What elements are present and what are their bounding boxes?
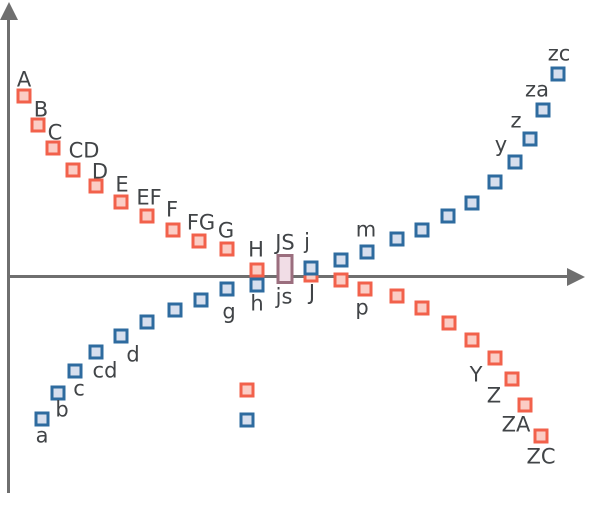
point-label-H: H <box>248 237 264 262</box>
lower-ascending-blue-point-za <box>535 102 551 118</box>
lower-ascending-blue-point-m <box>359 244 375 260</box>
point-label-Z: Z <box>486 383 502 408</box>
upper-descending-red-point-H <box>249 262 265 278</box>
point-label-G: G <box>217 218 235 243</box>
lower-ascending-blue-point-z <box>522 131 538 147</box>
point-label-J: J <box>308 280 316 305</box>
point-label-g: g <box>222 299 236 324</box>
y-axis-arrow-icon <box>0 2 18 20</box>
point-label-ZC: ZC <box>526 444 556 469</box>
upper-descending-red-point-ZA <box>517 397 533 413</box>
upper-descending-red-point-G <box>219 241 235 257</box>
lower-ascending-blue-point <box>414 222 430 238</box>
upper-descending-red-point <box>464 332 480 348</box>
upper-descending-red-point-F <box>165 222 181 238</box>
point-label-D: D <box>91 159 109 184</box>
lower-ascending-blue-point <box>139 314 155 330</box>
upper-descending-red-point-A <box>16 88 32 104</box>
upper-descending-red-point-D <box>88 178 104 194</box>
lower-ascending-blue-point <box>464 195 480 211</box>
lower-ascending-blue-point-a <box>34 411 50 427</box>
point-label-c: c <box>73 376 85 401</box>
point-label-j: j <box>304 229 310 254</box>
upper-descending-red-point <box>414 300 430 316</box>
point-label-y: y <box>494 132 508 157</box>
lower-ascending-blue-point-h <box>249 277 265 293</box>
upper-descending-red-point <box>441 315 457 331</box>
upper-descending-red-point-CD <box>65 162 81 178</box>
upper-descending-red-point-EF <box>139 208 155 224</box>
point-label-FG: FG <box>186 210 216 235</box>
lower-ascending-blue-point <box>487 174 503 190</box>
lower-ascending-blue-point <box>333 252 349 268</box>
point-label-ZA: ZA <box>501 412 531 437</box>
point-label-B: B <box>33 97 49 122</box>
upper-descending-red-point-p <box>357 281 373 297</box>
red-swatch <box>239 382 255 398</box>
upper-descending-red-point-C <box>45 140 61 156</box>
upper-descending-red-point <box>389 288 405 304</box>
point-label-JS: JS <box>275 230 295 255</box>
point-label-cd: cd <box>92 358 118 383</box>
upper-descending-red-point-E <box>113 194 129 210</box>
y-axis <box>7 16 10 493</box>
x-axis-arrow-icon <box>567 268 585 286</box>
upper-descending-red-point-Z <box>504 371 520 387</box>
point-label-F: F <box>165 197 179 222</box>
point-label-CD: CD <box>68 138 100 163</box>
lower-ascending-blue-point <box>440 208 456 224</box>
upper-descending-red-point-Y <box>487 350 503 366</box>
lower-ascending-blue-point <box>193 292 209 308</box>
point-label-m: m <box>355 217 377 242</box>
point-label-A: A <box>16 67 32 92</box>
upper-descending-red-point <box>333 272 349 288</box>
lower-ascending-blue-point-zc <box>550 66 566 82</box>
point-label-za: za <box>525 77 549 102</box>
point-label-z: z <box>510 108 522 133</box>
lower-ascending-blue-point <box>389 231 405 247</box>
point-label-p: p <box>355 295 369 320</box>
lower-ascending-blue-point-d <box>113 328 129 344</box>
point-label-h: h <box>250 291 264 316</box>
lower-ascending-blue-point-y <box>507 154 523 170</box>
point-label-d: d <box>126 342 140 367</box>
point-label-js: js <box>275 284 293 309</box>
point-label-zc: zc <box>547 41 571 66</box>
blue-swatch <box>239 412 255 428</box>
lower-ascending-blue-point-j <box>303 260 319 276</box>
upper-descending-red-point-B <box>30 117 46 133</box>
upper-descending-red-point-ZC <box>533 428 549 444</box>
lower-ascending-blue-point <box>167 302 183 318</box>
point-label-Y: Y <box>469 362 483 387</box>
lower-ascending-blue-point-g <box>219 281 235 297</box>
point-label-EF: EF <box>136 185 162 210</box>
crossover-marker <box>276 254 293 284</box>
point-label-a: a <box>35 423 49 448</box>
lower-ascending-blue-point-b <box>50 385 66 401</box>
lower-ascending-blue-point-c <box>67 363 83 379</box>
point-label-b: b <box>55 397 69 422</box>
upper-descending-red-point-FG <box>191 233 207 249</box>
point-label-C: C <box>47 120 63 145</box>
point-label-E: E <box>115 172 129 197</box>
lower-ascending-blue-point-cd <box>88 344 104 360</box>
